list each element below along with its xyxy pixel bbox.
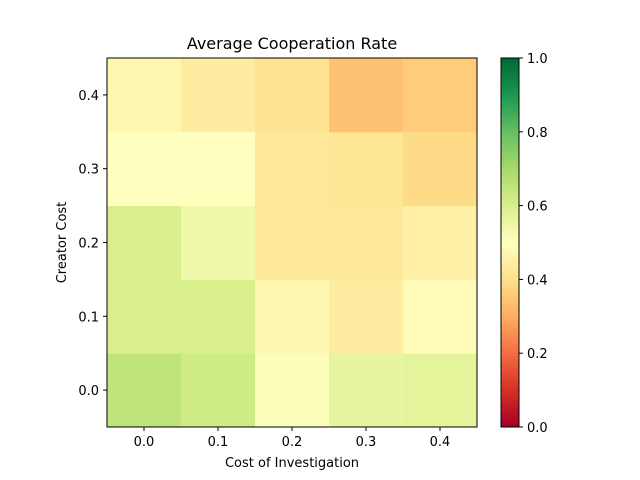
heatmap-cell <box>181 205 256 280</box>
heatmap-cell <box>255 353 330 428</box>
heatmap-cell <box>403 58 478 133</box>
heatmap-cell <box>107 279 182 354</box>
heatmap-cell <box>107 58 182 133</box>
heatmap-cell <box>107 131 182 207</box>
heatmap-cell <box>403 131 478 207</box>
heatmap-cell <box>107 353 182 428</box>
heatmap-cell <box>329 131 404 207</box>
colorbar-tick-label: 0.8 <box>527 126 548 141</box>
colorbar-tick-label: 0.6 <box>527 200 548 215</box>
heatmap-cell <box>255 205 330 280</box>
heatmap-cell <box>329 205 404 280</box>
x-tick-label: 0.4 <box>430 435 451 450</box>
y-tick-label: 0.4 <box>78 89 99 104</box>
heatmap-cell <box>181 353 256 428</box>
colorbar-tick-label: 0.0 <box>527 421 548 436</box>
heatmap-cell <box>329 353 404 428</box>
chart-title: Average Cooperation Rate <box>187 34 397 53</box>
y-tick-label: 0.3 <box>78 163 99 178</box>
x-tick-label: 0.0 <box>134 435 155 450</box>
colorbar-tick-label: 1.0 <box>527 52 548 67</box>
heatmap-cells <box>107 58 478 428</box>
heatmap-cell <box>255 131 330 207</box>
heatmap-cell <box>329 279 404 354</box>
heatmap-cell <box>181 131 256 207</box>
colorbar-tick-label: 0.4 <box>527 273 548 288</box>
colorbar-tick-label: 0.2 <box>527 347 548 362</box>
y-axis-label: Creator Cost <box>55 202 70 284</box>
heatmap-cell <box>403 279 478 354</box>
y-tick-label: 0.1 <box>78 310 99 325</box>
y-tick-label: 0.0 <box>78 384 99 399</box>
heatmap-cell <box>255 58 330 133</box>
y-tick-label: 0.2 <box>78 237 99 252</box>
x-tick-label: 0.1 <box>208 435 229 450</box>
x-tick-label: 0.3 <box>356 435 377 450</box>
heatmap-cell <box>255 279 330 354</box>
x-axis-ticks: 0.0 0.1 0.2 0.3 0.4 <box>134 427 451 450</box>
heatmap-cell <box>181 279 256 354</box>
colorbar <box>500 57 520 428</box>
heatmap-cell <box>403 205 478 280</box>
heatmap-cell <box>403 353 478 428</box>
x-axis-label: Cost of Investigation <box>225 456 359 471</box>
heatmap-cell <box>329 58 404 133</box>
x-tick-label: 0.2 <box>282 435 303 450</box>
heatmap-cell <box>107 205 182 280</box>
colorbar-ticks: 0.0 0.2 0.4 0.6 0.8 1.0 <box>519 52 548 436</box>
heatmap-cell <box>181 58 256 133</box>
y-axis-ticks: 0.0 0.1 0.2 0.3 0.4 <box>78 89 107 399</box>
